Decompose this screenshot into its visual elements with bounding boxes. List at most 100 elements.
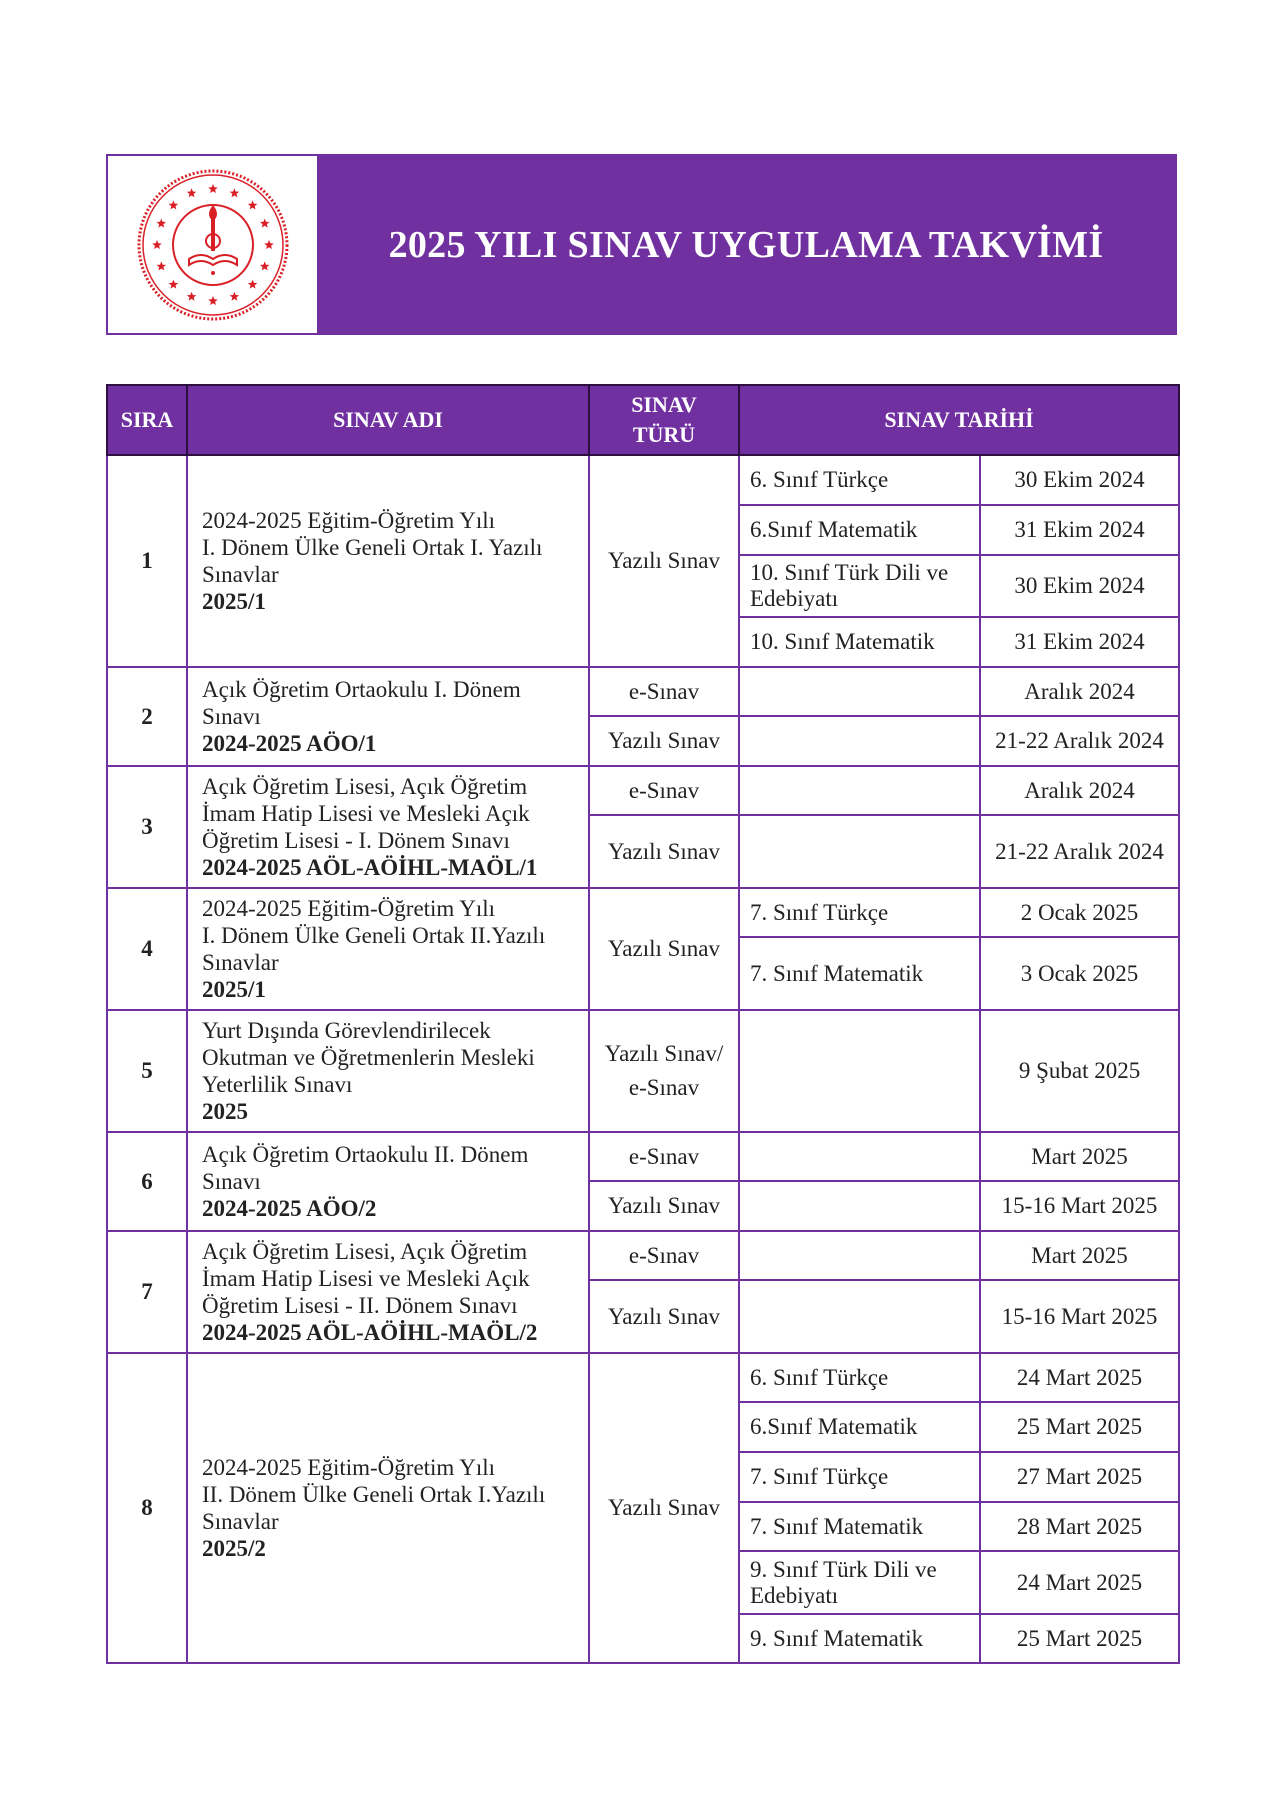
exam-date: Aralık 2024 (978, 666, 1181, 717)
star-icon (186, 291, 196, 301)
star-icon (168, 279, 178, 289)
exam-subject (738, 814, 981, 889)
table-row: 7 Açık Öğretim Lisesi, Açık Öğretim İmam … (106, 1230, 1181, 1354)
exam-name-text: Açık Öğretim Lisesi, Açık Öğretim İmam H… (202, 774, 530, 853)
exam-name: 2024-2025 Eğitim-Öğretim Yılı I. Dönem Ü… (186, 454, 590, 668)
exam-name-text: Açık Öğretim Ortaokulu I. Dönem Sınavı (202, 677, 521, 729)
column-header-sinav-tarihi: SINAV TARİHİ (737, 384, 1181, 456)
exam-subject: 7. Sınıf Türkçe (738, 887, 981, 938)
exam-code: 2024-2025 AÖO/2 (202, 1196, 377, 1221)
column-header-sira: SIRA (106, 384, 188, 456)
star-icon (151, 239, 162, 249)
exam-type: Yazılı Sınav (588, 1180, 740, 1232)
exam-subject: 6. Sınıf Türkçe (738, 1352, 981, 1403)
exam-name: 2024-2025 Eğitim-Öğretim Yılı I. Dönem Ü… (186, 887, 590, 1011)
exam-code: 2024-2025 AÖL-AÖİHL-MAÖL/1 (202, 855, 538, 880)
table-row: 6.Sınıf Matematik 31 Ekim 2024 (107, 504, 1181, 556)
exam-date: 30 Ekim 2024 (978, 454, 1181, 506)
table-row: Yazılı Sınav 15-16 Mart 2025 (107, 1180, 1181, 1232)
exam-date: Aralık 2024 (978, 765, 1181, 816)
star-icon (259, 218, 269, 228)
exam-number: 5 (106, 1009, 188, 1133)
exam-name: Açık Öğretim Lisesi, Açık Öğretim İmam H… (186, 765, 590, 889)
exam-date: 25 Mart 2025 (978, 1401, 1181, 1453)
star-icon (207, 295, 218, 305)
exam-type: e-Sınav (588, 666, 740, 717)
exam-subject: 7. Sınıf Türkçe (738, 1451, 981, 1503)
table-row: 7. Sınıf Matematik 28 Mart 2025 (107, 1501, 1181, 1552)
table-row: 3 Açık Öğretim Lisesi, Açık Öğretim İmam … (106, 765, 1181, 889)
exam-name-text: 2024-2025 Eğitim-Öğretim Yılı I. Dönem Ü… (202, 508, 543, 587)
exam-type: Yazılı Sınav (588, 1352, 740, 1664)
table-header-row: SIRA SINAV ADI SINAV TÜRÜ SINAV TARİHİ (106, 384, 1181, 456)
table-row: 2 Açık Öğretim Ortaokulu I. Dönem Sınavı 2… (106, 666, 1181, 767)
exam-name-text: Yurt Dışında Görevlendirilecek Okutman v… (202, 1018, 535, 1097)
exam-date: 15-16 Mart 2025 (978, 1180, 1181, 1232)
exam-date: 31 Ekim 2024 (978, 504, 1181, 556)
column-header-sinav-adi: SINAV ADI (186, 384, 590, 456)
page-title: 2025 YILI SINAV UYGULAMA TAKVİMİ (317, 156, 1175, 333)
table-row: 6 Açık Öğretim Ortaokulu II. Dönem Sınavı… (106, 1131, 1181, 1232)
exam-number: 4 (106, 887, 188, 1011)
exam-subject (738, 1009, 981, 1133)
exam-date: 25 Mart 2025 (978, 1613, 1181, 1664)
exam-date: 27 Mart 2025 (978, 1451, 1181, 1503)
star-icon (229, 291, 239, 301)
exam-name: Açık Öğretim Ortaokulu II. Dönem Sınavı 2… (186, 1131, 590, 1232)
exam-code: 2024-2025 AÖL-AÖİHL-MAÖL/2 (202, 1320, 538, 1345)
exam-subject: 10. Sınıf Türk Dili ve Edebiyatı (738, 554, 981, 618)
table-row: 9. Sınıf Türk Dili ve Edebiyatı 24 Mart 2… (107, 1550, 1181, 1615)
exam-subject (738, 1131, 981, 1182)
exam-date: 24 Mart 2025 (978, 1550, 1181, 1615)
star-icon (156, 218, 166, 228)
exam-number: 3 (106, 765, 188, 889)
table-row: 7. Sınıf Matematik 3 Ocak 2025 (107, 936, 1181, 1011)
exam-date: 31 Ekim 2024 (978, 616, 1181, 668)
exam-date: 30 Ekim 2024 (978, 554, 1181, 618)
exam-subject (738, 765, 981, 816)
exam-subject (738, 666, 981, 717)
exam-date: Mart 2025 (978, 1230, 1181, 1281)
exam-subject: 7. Sınıf Matematik (738, 936, 981, 1011)
column-header-sinav-turu: SINAV TÜRÜ (588, 384, 740, 456)
exam-code: 2024-2025 AÖO/1 (202, 731, 377, 756)
exam-code: 2025 (202, 1099, 248, 1124)
exam-subject: 7. Sınıf Matematik (738, 1501, 981, 1552)
exam-subject (738, 1279, 981, 1354)
exam-subject: 9. Sınıf Matematik (738, 1613, 981, 1664)
exam-date: 2 Ocak 2025 (978, 887, 1181, 938)
table-row: Yazılı Sınav 15-16 Mart 2025 (107, 1279, 1181, 1354)
star-icon (156, 260, 166, 270)
star-icon (229, 187, 239, 197)
exam-code: 2025/1 (202, 589, 266, 614)
exam-date: 21-22 Aralık 2024 (978, 715, 1181, 767)
exam-subject: 6.Sınıf Matematik (738, 1401, 981, 1453)
exam-subject: 10. Sınıf Matematik (738, 616, 981, 668)
exam-date: 21-22 Aralık 2024 (978, 814, 1181, 889)
exam-number: 1 (106, 454, 188, 668)
exam-name-text: Açık Öğretim Ortaokulu II. Dönem Sınavı (202, 1142, 529, 1194)
table-row: 6.Sınıf Matematik 25 Mart 2025 (107, 1401, 1181, 1453)
exam-date: 24 Mart 2025 (978, 1352, 1181, 1403)
exam-name: Yurt Dışında Görevlendirilecek Okutman v… (186, 1009, 590, 1133)
exam-subject: 9. Sınıf Türk Dili ve Edebiyatı (738, 1550, 981, 1615)
exam-subject: 6.Sınıf Matematik (738, 504, 981, 556)
exam-number: 7 (106, 1230, 188, 1354)
logo-box (108, 156, 317, 333)
table-row: 4 2024-2025 Eğitim-Öğretim Yılı I. Dönem … (106, 887, 1181, 1011)
star-icon (247, 279, 257, 289)
table-row: 10. Sınıf Matematik 31 Ekim 2024 (107, 616, 1181, 668)
exam-date: 3 Ocak 2025 (978, 936, 1181, 1011)
exam-type: Yazılı Sınav (588, 887, 740, 1011)
exam-name: 2024-2025 Eğitim-Öğretim Yılı II. Dönem … (186, 1352, 590, 1664)
meb-logo-icon (137, 169, 288, 320)
exam-type: Yazılı Sınav/ e-Sınav (588, 1009, 740, 1133)
exam-calendar-table: SIRA SINAV ADI SINAV TÜRÜ SINAV TARİHİ 1… (106, 384, 1181, 1664)
table-row: 9. Sınıf Matematik 25 Mart 2025 (107, 1613, 1181, 1664)
star-icon (168, 199, 178, 209)
exam-subject (738, 715, 981, 767)
table-row: 1 2024-2025 Eğitim-Öğretim Yılı I. Dönem … (106, 454, 1181, 668)
exam-type: Yazılı Sınav (588, 1279, 740, 1354)
exam-name-text: Açık Öğretim Lisesi, Açık Öğretim İmam H… (202, 1239, 530, 1318)
table-row: Yazılı Sınav 21-22 Aralık 2024 (107, 715, 1181, 767)
